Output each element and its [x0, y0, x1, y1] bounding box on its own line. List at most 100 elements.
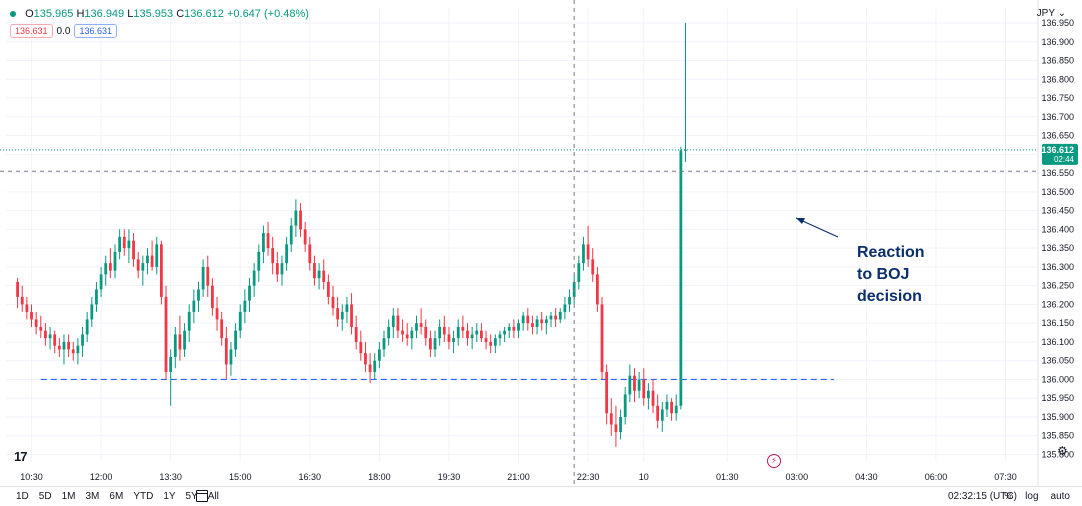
- candle: [257, 244, 261, 282]
- y-tick-label: 136.100: [1041, 337, 1074, 347]
- candle: [350, 293, 353, 335]
- candle: [461, 315, 465, 339]
- candle: [480, 323, 483, 342]
- y-tick-label: 136.950: [1041, 18, 1074, 28]
- y-tick-label: 136.000: [1041, 374, 1074, 384]
- range-3m[interactable]: 3M: [85, 491, 100, 502]
- candle: [646, 383, 650, 410]
- range-1m[interactable]: 1M: [61, 491, 76, 502]
- trade-buttons: 136.631 0.0 136.631: [10, 24, 117, 38]
- buy-button[interactable]: 136.631: [74, 24, 117, 38]
- x-tick-label: 21:00: [507, 472, 530, 482]
- tradingview-logo[interactable]: 17: [14, 449, 28, 464]
- candle: [294, 199, 298, 237]
- candle: [577, 255, 581, 290]
- candle: [164, 285, 168, 380]
- candle: [197, 281, 200, 312]
- crosshair: [0, 0, 1038, 486]
- candle: [53, 330, 57, 354]
- y-tick-label: 136.350: [1041, 243, 1074, 253]
- candle: [252, 263, 256, 297]
- x-tick-label: 18:00: [368, 472, 391, 482]
- candle: [456, 319, 460, 346]
- y-tick-label: 136.450: [1041, 206, 1074, 216]
- x-tick-label: 07:30: [994, 472, 1017, 482]
- range-all[interactable]: All: [207, 491, 219, 502]
- low-value: 135.953: [133, 8, 174, 20]
- candle: [628, 364, 632, 402]
- candle: [563, 296, 567, 320]
- event-lightning-icon[interactable]: ⚡: [767, 454, 781, 468]
- candle: [442, 315, 446, 342]
- x-tick-label: 01:30: [716, 472, 739, 482]
- y-tick-label: 135.800: [1041, 449, 1074, 459]
- candle: [248, 278, 251, 312]
- candle: [619, 409, 622, 440]
- range-ytd[interactable]: YTD: [133, 491, 154, 502]
- time-scale[interactable]: 10:30 12:00 13:30 15:00 16:30 18:00 19:30 21:00…: [20, 472, 1017, 482]
- candle: [396, 308, 400, 339]
- candle: [438, 319, 442, 346]
- candle: [90, 296, 94, 327]
- candle: [340, 304, 344, 331]
- candle: [206, 255, 210, 297]
- candle: [364, 341, 367, 372]
- candle: [81, 326, 84, 357]
- y-tick-label: 136.700: [1041, 112, 1074, 122]
- range-1y[interactable]: 1Y: [163, 491, 176, 502]
- candle: [623, 386, 627, 425]
- currency-selector[interactable]: JPY ⌄: [1036, 8, 1066, 19]
- y-tick-label: 136.750: [1041, 93, 1074, 103]
- candle: [429, 330, 432, 357]
- candle: [679, 146, 683, 410]
- candle: [447, 326, 451, 350]
- candle: [503, 326, 506, 342]
- auto-toggle[interactable]: auto: [1050, 491, 1070, 502]
- candle: [424, 319, 428, 346]
- range-6m[interactable]: 6M: [109, 491, 124, 502]
- range-1d[interactable]: 1D: [16, 491, 29, 502]
- candle: [303, 221, 307, 252]
- gear-icon[interactable]: ⚙: [1057, 444, 1068, 458]
- candle: [30, 304, 33, 327]
- chevron-down-icon: ⌄: [1054, 8, 1066, 19]
- candle: [391, 308, 395, 339]
- candle: [670, 398, 673, 421]
- price-scale[interactable]: 136.950 136.900 136.850 136.800 136.750 136.7…: [1037, 0, 1074, 486]
- candle: [489, 334, 493, 354]
- candle: [410, 326, 414, 350]
- y-tick-label: 136.650: [1041, 131, 1074, 141]
- candle: [521, 311, 525, 331]
- calendar-icon[interactable]: [196, 490, 208, 502]
- sell-button[interactable]: 136.631: [10, 24, 53, 38]
- candle: [178, 315, 182, 361]
- open-value: 135.965: [33, 8, 74, 20]
- candle: [475, 323, 479, 342]
- range-5d[interactable]: 5D: [38, 491, 52, 502]
- candle: [651, 379, 655, 414]
- percent-toggle[interactable]: %: [1004, 491, 1014, 502]
- candle: [336, 296, 340, 327]
- candle: [67, 334, 71, 357]
- candle: [345, 296, 349, 324]
- candle: [544, 315, 548, 335]
- annotation-arrow: [795, 217, 839, 238]
- candle: [568, 289, 571, 312]
- clock-readout[interactable]: 02:32:15 (UTC): [948, 491, 1017, 502]
- y-tick-label: 136.550: [1041, 168, 1074, 178]
- range-5y[interactable]: 5Y: [185, 491, 198, 502]
- candle: [122, 229, 126, 256]
- candle: [313, 255, 316, 286]
- candle: [104, 255, 108, 286]
- price-chart[interactable]: 136.950 136.900 136.850 136.800 136.750 136.7…: [0, 0, 1082, 486]
- candle: [377, 341, 381, 369]
- candle: [535, 315, 539, 335]
- candles: [16, 23, 687, 447]
- log-toggle[interactable]: log: [1025, 491, 1039, 502]
- close-value: 136.612: [184, 8, 224, 20]
- candle: [215, 296, 219, 331]
- candle: [540, 311, 544, 331]
- x-tick-label: 16:30: [299, 472, 322, 482]
- candle: [71, 341, 75, 361]
- candle: [108, 248, 112, 279]
